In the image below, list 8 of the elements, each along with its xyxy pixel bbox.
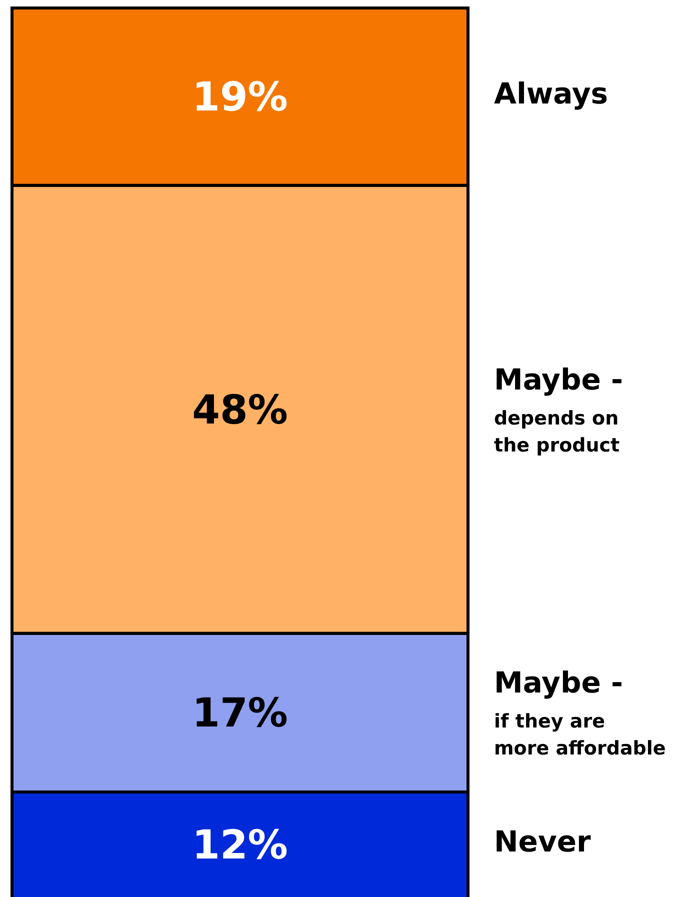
series-label: Never bbox=[494, 824, 592, 858]
series-label: Always bbox=[494, 76, 608, 111]
data-label: 19% bbox=[192, 74, 288, 121]
data-label: 12% bbox=[192, 822, 288, 868]
series-label: Maybe - if they are more affordable bbox=[494, 666, 666, 760]
series-label: Maybe - depends on the product bbox=[494, 362, 623, 456]
data-label: 17% bbox=[192, 690, 288, 737]
data-label: 48% bbox=[192, 387, 288, 434]
